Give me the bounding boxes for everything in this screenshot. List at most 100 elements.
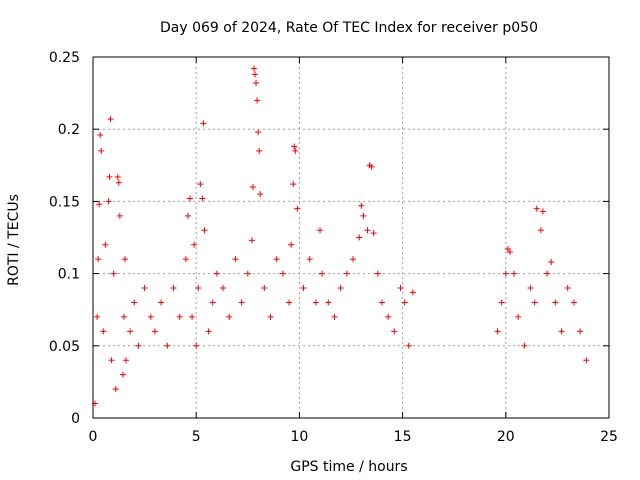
data-point	[127, 328, 134, 335]
data-point	[201, 227, 208, 234]
data-point	[257, 191, 264, 198]
data-point	[521, 342, 528, 349]
data-point	[558, 328, 565, 335]
x-tick-label: 20	[497, 429, 515, 445]
x-tick-label: 25	[600, 429, 618, 445]
data-point	[552, 299, 559, 306]
y-tick-label: 0.15	[49, 194, 80, 210]
data-point	[115, 179, 122, 186]
data-point	[182, 256, 189, 263]
data-point	[385, 313, 392, 320]
data-point	[325, 299, 332, 306]
x-tick-label: 5	[192, 429, 201, 445]
data-point	[184, 212, 191, 219]
data-point	[135, 342, 142, 349]
y-tick-label: 0.1	[58, 267, 80, 283]
data-point	[360, 212, 367, 219]
y-tick-label: 0.2	[58, 122, 80, 138]
data-point	[191, 241, 198, 248]
data-point	[220, 285, 227, 292]
data-point	[94, 313, 101, 320]
data-point	[515, 313, 522, 320]
data-point	[286, 299, 293, 306]
data-point	[170, 285, 177, 292]
grid-lines	[93, 57, 609, 418]
data-point	[164, 342, 171, 349]
data-point	[564, 285, 571, 292]
data-point	[364, 227, 371, 234]
data-point	[291, 143, 298, 150]
data-point	[108, 357, 115, 364]
data-point	[232, 256, 239, 263]
x-axis-label: GPS time / hours	[290, 459, 407, 475]
data-point	[306, 256, 313, 263]
data-point	[131, 299, 138, 306]
data-point	[189, 313, 196, 320]
data-point	[158, 299, 165, 306]
data-point	[119, 371, 126, 378]
data-point	[250, 65, 257, 72]
data-point	[121, 256, 128, 263]
data-point	[209, 299, 216, 306]
data-point	[570, 299, 577, 306]
data-point	[498, 299, 505, 306]
data-point	[300, 285, 307, 292]
data-point	[317, 227, 324, 234]
data-point	[531, 299, 538, 306]
data-point	[200, 120, 207, 127]
data-point	[187, 195, 194, 202]
data-point	[256, 147, 263, 154]
data-point	[391, 328, 398, 335]
plot-frame	[92, 56, 610, 419]
data-point	[98, 147, 105, 154]
data-point	[374, 270, 381, 277]
data-point	[273, 256, 280, 263]
data-point	[279, 270, 286, 277]
data-point	[343, 270, 350, 277]
data-point	[255, 129, 262, 136]
data-point	[176, 313, 183, 320]
data-point	[358, 202, 365, 209]
data-point	[397, 285, 404, 292]
data-point	[197, 181, 204, 188]
y-tick-label: 0.05	[49, 339, 80, 355]
data-point	[319, 270, 326, 277]
x-tick-label: 15	[394, 429, 412, 445]
data-point	[527, 285, 534, 292]
data-point	[368, 163, 375, 170]
data-point	[405, 342, 412, 349]
data-point	[120, 313, 127, 320]
data-point	[95, 256, 102, 263]
data-point	[141, 285, 148, 292]
data-point	[401, 299, 408, 306]
x-tick-label: 0	[89, 429, 98, 445]
data-point	[356, 234, 363, 241]
data-point	[102, 241, 109, 248]
data-point	[213, 270, 220, 277]
data-point	[370, 230, 377, 237]
data-point	[248, 237, 255, 244]
data-point	[97, 131, 104, 138]
data-point	[350, 256, 357, 263]
data-point	[193, 342, 200, 349]
data-points	[92, 65, 590, 407]
data-point	[112, 386, 119, 393]
data-point	[114, 173, 121, 180]
data-point	[261, 285, 268, 292]
data-point	[331, 313, 338, 320]
data-point	[511, 270, 518, 277]
axis-ticks: 0 5 10 15 20 25 0 0.05 0.1 0.15 0.2 0.25	[49, 50, 618, 445]
data-point	[409, 289, 416, 296]
data-point	[151, 328, 158, 335]
data-point	[290, 181, 297, 188]
data-point	[533, 205, 540, 212]
data-point	[539, 208, 546, 215]
data-point	[548, 259, 555, 266]
data-point	[288, 241, 295, 248]
y-tick-label: 0	[71, 411, 80, 427]
x-tick-label: 10	[290, 429, 308, 445]
data-point	[199, 195, 206, 202]
data-point	[337, 285, 344, 292]
data-point	[249, 183, 256, 190]
